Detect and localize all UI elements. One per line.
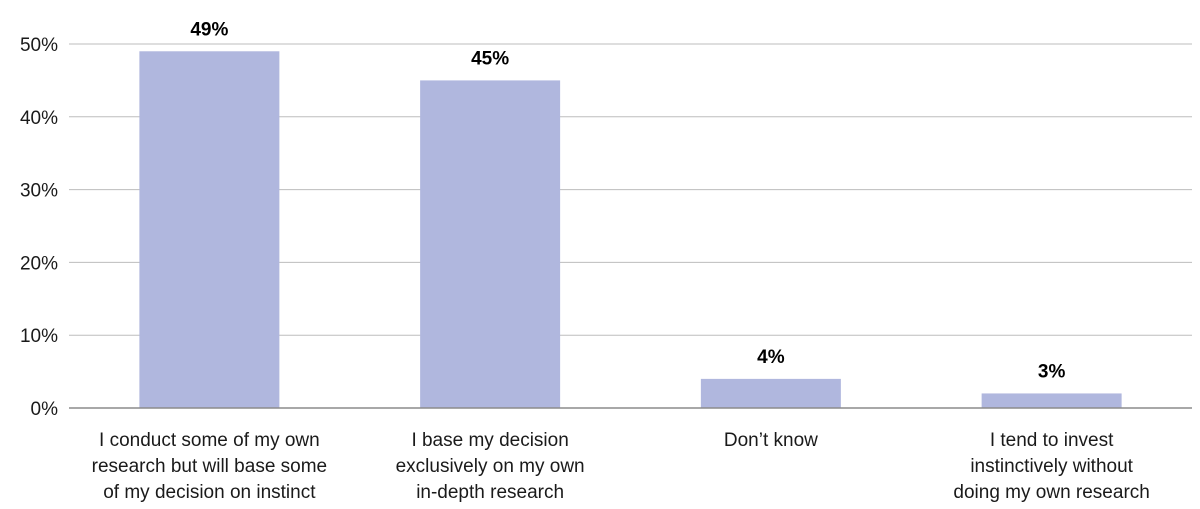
bar [139, 51, 280, 408]
y-tick-label: 30% [20, 181, 58, 202]
y-tick-label: 0% [31, 399, 59, 420]
data-label: 3% [1038, 361, 1066, 382]
y-tick-label: 50% [20, 35, 58, 56]
y-tick-label: 40% [20, 108, 58, 129]
data-label: 45% [471, 48, 509, 69]
y-tick-label: 20% [20, 253, 58, 274]
x-tick-label: I conduct some of my own research but wil… [92, 430, 328, 503]
bars [139, 51, 1122, 409]
data-labels: 49% 45% 4% 3% [190, 19, 1065, 382]
bar [981, 393, 1122, 408]
x-axis-category-labels: I conduct some of my own research but wil… [92, 430, 1150, 503]
data-label: 4% [757, 347, 785, 368]
y-axis-tick-labels: 0% 10% 20% 30% 40% 50% [20, 35, 58, 420]
bar [700, 378, 841, 408]
y-tick-label: 10% [20, 326, 58, 347]
data-label: 49% [190, 19, 228, 40]
x-tick-label: I tend to invest instinctively without doi… [953, 430, 1149, 503]
x-tick-label: I base my decision exclusively on my own i… [396, 430, 585, 503]
bar [420, 80, 561, 409]
x-tick-label: Don’t know [724, 430, 818, 451]
